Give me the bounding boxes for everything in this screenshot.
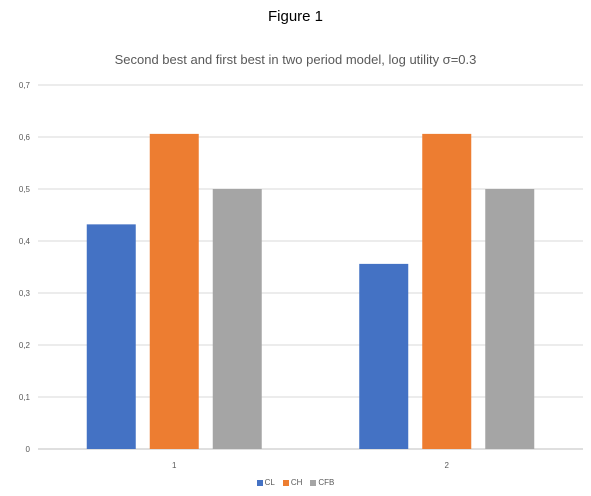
figure-caption: Figure 1 (267, 8, 324, 25)
legend-item-cfb: CFB (310, 478, 334, 487)
bar-cl-1 (86, 224, 136, 449)
chart-title: Second best and first best in two period… (114, 52, 477, 67)
legend-label: CL (264, 478, 275, 487)
bar-ch-1 (149, 133, 199, 449)
y-tick-label: 0,6 (19, 133, 31, 142)
y-tick-label: 0,7 (19, 81, 31, 90)
legend-label: CH (290, 478, 303, 487)
bar-cfb-1 (212, 189, 262, 449)
y-tick-label: 0,3 (19, 289, 31, 298)
bar-ch-2 (422, 133, 472, 449)
legend-item-cl: CL (256, 478, 275, 487)
y-tick-label: 0,5 (19, 185, 31, 194)
legend-label: CFB (318, 478, 335, 487)
legend-swatch (256, 479, 263, 486)
legend-swatch (282, 479, 289, 486)
bar-cl-2 (359, 263, 409, 449)
chart-legend: CL CH CFB (0, 478, 591, 487)
x-tick-label: 2 (445, 461, 450, 470)
x-tick-label: 1 (172, 461, 177, 470)
bar-cfb-2 (485, 189, 535, 449)
y-tick-label: 0,1 (19, 393, 31, 402)
y-tick-label: 0,4 (19, 237, 31, 246)
y-tick-label: 0 (26, 445, 31, 454)
legend-swatch (310, 479, 317, 486)
y-tick-label: 0,2 (19, 341, 31, 350)
legend-item-ch: CH (282, 478, 303, 487)
